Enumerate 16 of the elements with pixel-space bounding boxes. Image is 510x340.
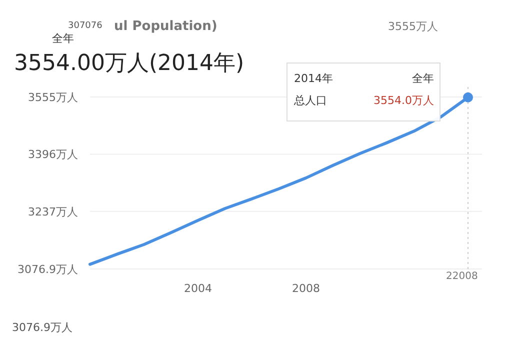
annotation: 3554.0万人 — [374, 94, 434, 107]
y-tick-label: 3076.9万人 — [18, 263, 78, 276]
text: 307076 — [68, 21, 103, 31]
text: 全年 — [412, 72, 434, 85]
y-tick-label: 3555万人 — [28, 91, 78, 104]
text: 全年 — [52, 32, 74, 45]
text: 2014年 — [294, 72, 333, 85]
text: 3555万人 — [388, 20, 438, 33]
x-tick-label: 2008 — [292, 282, 320, 295]
chart-title: 3554.00万人(2014年) — [14, 51, 244, 76]
y-tick-label: 3237万人 — [28, 205, 78, 218]
y-tick-label: 3396万人 — [28, 148, 78, 162]
annotation: 总人口 — [293, 94, 327, 107]
text: ul Population) — [114, 19, 218, 34]
text: 22008 — [446, 271, 478, 282]
x-tick-label: 2004 — [184, 282, 212, 295]
